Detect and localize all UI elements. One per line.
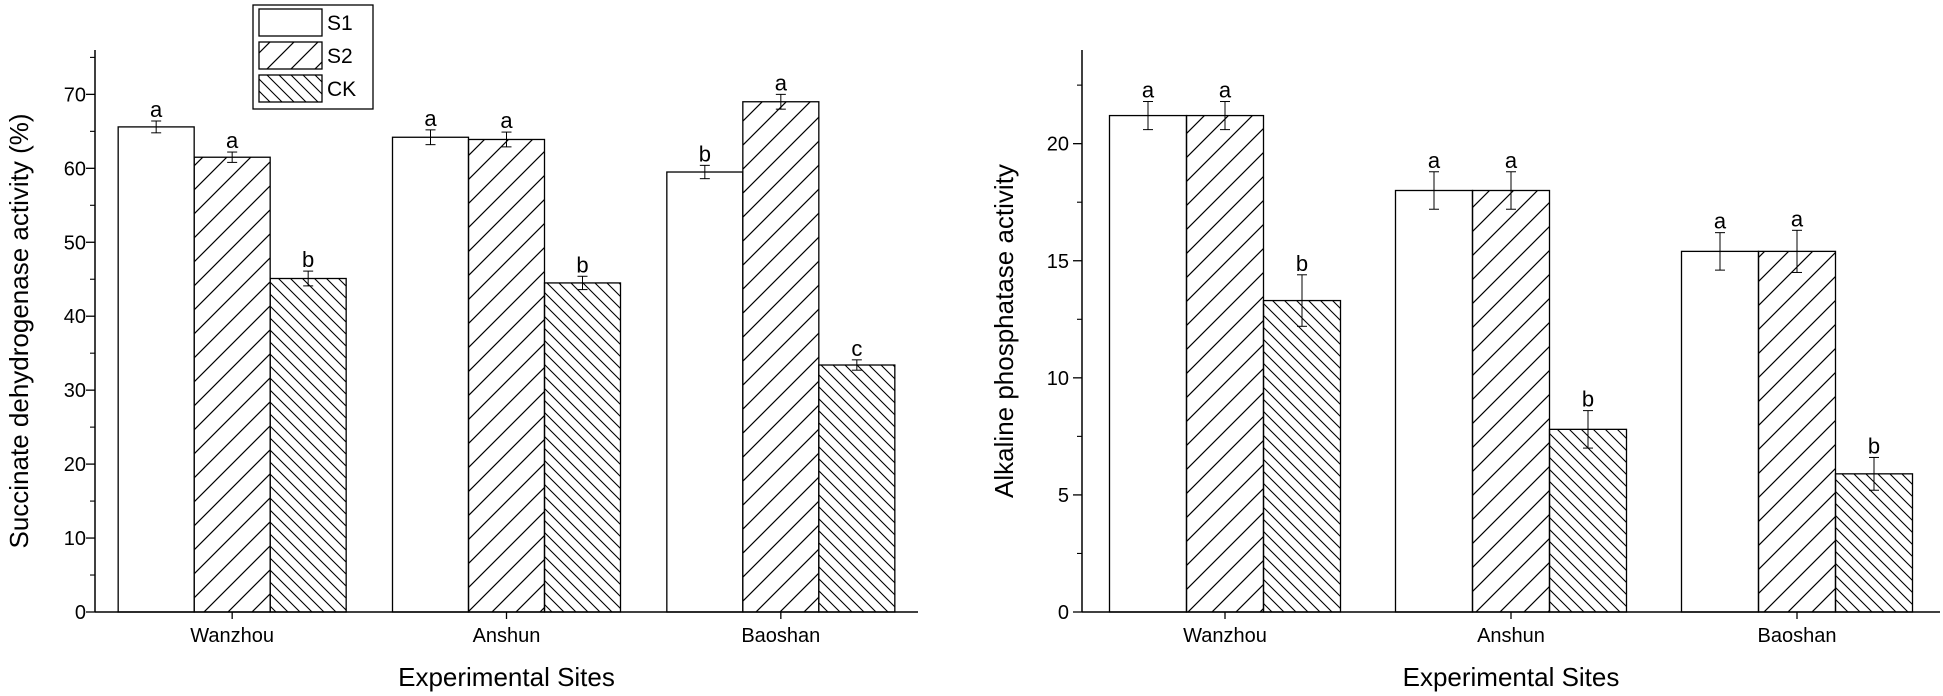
significance-letter: b xyxy=(576,252,588,277)
bar-s2-wanzhou xyxy=(193,156,271,613)
bar-ck-anshun xyxy=(543,282,622,613)
significance-letter: b xyxy=(1296,251,1308,276)
significance-letter: b xyxy=(1868,433,1880,458)
y-tick-label: 50 xyxy=(64,232,86,254)
legend-label-s2: S2 xyxy=(327,45,353,68)
bar-ck-wanzhou xyxy=(1262,299,1342,613)
bar-s2-baoshan xyxy=(1757,250,1837,613)
x-tick-label: Anshun xyxy=(473,625,541,647)
bar-ck-wanzhou xyxy=(269,277,347,613)
bar-s1-anshun xyxy=(1394,189,1474,613)
bar-ck-baoshan xyxy=(818,364,896,613)
y-tick-label: 5 xyxy=(1058,485,1069,507)
significance-letter: a xyxy=(150,97,163,122)
x-tick-label: Baoshan xyxy=(741,625,820,647)
significance-letter: a xyxy=(775,70,788,95)
bar-s2-baoshan xyxy=(742,101,820,613)
legend-label-s1: S1 xyxy=(327,12,353,35)
chart-1: a a b Wanzhou a a b Anshun b a c Baoshan 0 10 20 30 40 50… xyxy=(4,4,918,692)
legend-swatch-s1 xyxy=(258,8,323,37)
significance-letter: a xyxy=(1791,206,1804,231)
significance-letter: c xyxy=(851,336,862,361)
legend-label-ck: CK xyxy=(327,78,356,101)
bar-s1-anshun xyxy=(391,136,470,613)
legend: S1 S2 CK xyxy=(252,4,374,110)
y-tick-label: 0 xyxy=(1058,602,1069,624)
y-tick-label: 20 xyxy=(1047,134,1069,156)
bar-ck-baoshan xyxy=(1834,473,1914,613)
bar-s2-anshun xyxy=(1471,189,1551,613)
significance-letter: a xyxy=(1714,209,1727,234)
bar-s1-wanzhou xyxy=(1108,114,1188,613)
legend-swatch-ck xyxy=(258,74,323,103)
significance-letter: b xyxy=(302,247,314,272)
significance-letter: a xyxy=(226,128,239,153)
y-tick-label: 0 xyxy=(75,602,86,624)
y-tick-label: 20 xyxy=(64,454,86,476)
y-tick-label: 30 xyxy=(64,380,86,402)
x-tick-label: Anshun xyxy=(1477,625,1545,647)
y-tick-label: 15 xyxy=(1047,251,1069,273)
bar-ck-anshun xyxy=(1548,428,1628,613)
x-tick-label: Wanzhou xyxy=(1183,625,1267,647)
y-tick-label: 70 xyxy=(64,84,86,106)
significance-letter: a xyxy=(1428,148,1441,173)
y-tick-label: 40 xyxy=(64,306,86,328)
significance-letter: a xyxy=(500,108,513,133)
x-axis-title: Experimental Sites xyxy=(398,662,615,692)
y-axis-title: Alkaline phosphatase activity xyxy=(989,164,1019,498)
y-tick-label: 60 xyxy=(64,158,86,180)
x-axis-title: Experimental Sites xyxy=(1403,662,1620,692)
bar-s2-wanzhou xyxy=(1185,114,1265,613)
bar-s1-baoshan xyxy=(1680,250,1760,613)
x-tick-label: Baoshan xyxy=(1758,625,1837,647)
significance-letter: a xyxy=(1505,148,1518,173)
significance-letter: a xyxy=(424,106,437,131)
y-tick-label: 10 xyxy=(1047,368,1069,390)
bar-s1-wanzhou xyxy=(117,126,195,613)
y-axis-title: Succinate dehydrogenase activity (%) xyxy=(4,113,34,548)
y-tick-label: 10 xyxy=(64,528,86,550)
x-tick-label: Wanzhou xyxy=(190,625,274,647)
significance-letter: a xyxy=(1219,78,1232,103)
legend-swatch-s2 xyxy=(258,41,323,70)
bar-s2-anshun xyxy=(467,138,546,613)
significance-letter: a xyxy=(1142,78,1155,103)
significance-letter: b xyxy=(699,141,711,166)
significance-letter: b xyxy=(1582,387,1594,412)
bar-s1-baoshan xyxy=(666,171,744,613)
chart-2: a a b Wanzhou a a b Anshun a a b Baoshan 0 5 10 15 20 Exp… xyxy=(989,50,1940,692)
